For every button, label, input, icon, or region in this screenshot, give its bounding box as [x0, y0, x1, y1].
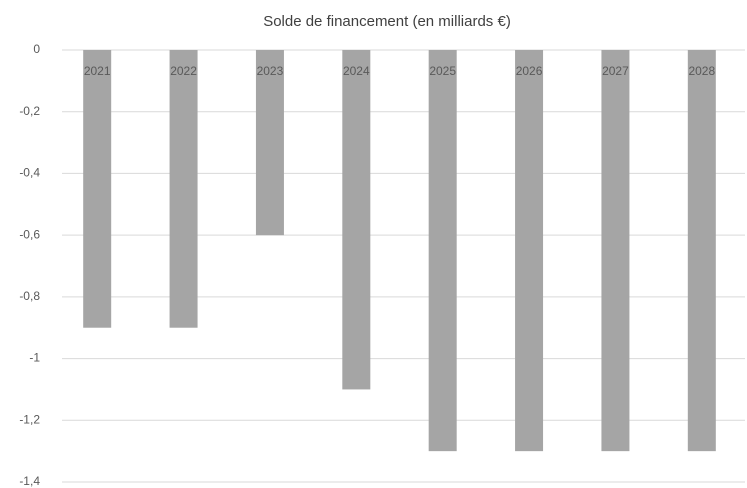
bar	[428, 50, 457, 452]
x-tick-label: 2022	[170, 64, 197, 78]
y-tick-label: -0,2	[19, 104, 40, 118]
x-tick-label: 2021	[84, 64, 111, 78]
y-tick-label: -0,6	[19, 227, 40, 241]
bar	[255, 50, 284, 236]
y-tick-label: -0,4	[19, 166, 40, 180]
x-tick-label: 2025	[429, 64, 456, 78]
bar	[515, 50, 544, 452]
x-tick-label: 2027	[602, 64, 629, 78]
x-tick-label: 2023	[257, 64, 284, 78]
x-tick-label: 2024	[343, 64, 370, 78]
y-tick-label: -1,2	[19, 412, 40, 426]
bar	[342, 50, 371, 390]
y-tick-label: -1	[29, 351, 40, 365]
x-tick-label: 2028	[688, 64, 715, 78]
bar	[687, 50, 716, 452]
y-tick-label: -1,4	[19, 474, 40, 488]
y-tick-label: -0,8	[19, 289, 40, 303]
bar	[169, 50, 198, 328]
y-tick-label: 0	[33, 42, 40, 56]
x-tick-label: 2026	[516, 64, 543, 78]
bar	[601, 50, 630, 452]
bar	[83, 50, 112, 328]
chart-title: Solde de financement (en milliards €)	[263, 13, 511, 30]
